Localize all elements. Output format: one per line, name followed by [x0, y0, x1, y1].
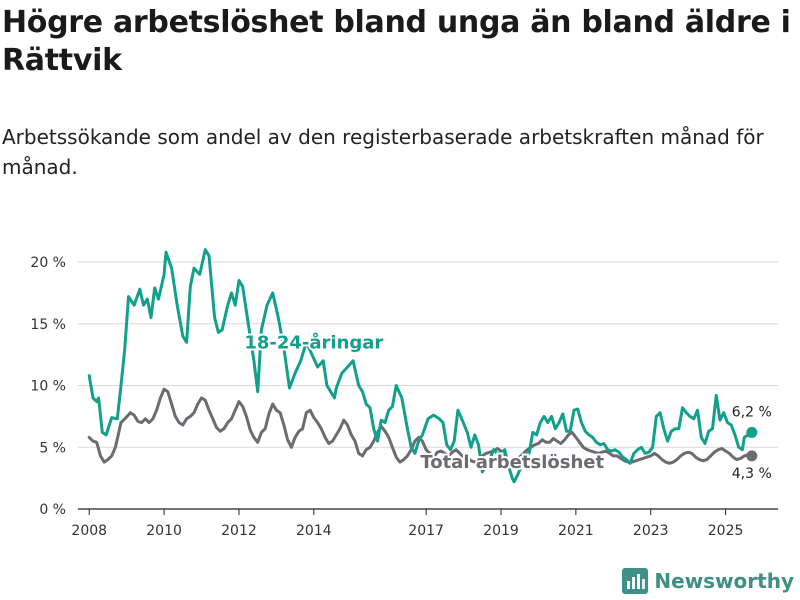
chart-subtitle: Arbetssökande som andel av den registerb… [2, 125, 764, 179]
y-tick-label: 15 % [30, 317, 66, 333]
series-labels: 6,2 % 4,3 % 18-24-åringar Total arbetslöshe… [242, 329, 772, 482]
total-series-label: Total arbetslöshet [420, 452, 604, 473]
x-tick-label: 2014 [296, 523, 332, 539]
x-tick-label: 2023 [633, 523, 669, 539]
youth-series-label: 18-24-åringar [244, 331, 383, 353]
brand-logo[interactable]: Newsworthy [622, 568, 794, 594]
youth-end-dot [746, 426, 758, 438]
x-tick-label: 2008 [71, 523, 107, 539]
x-tick-label: 2012 [221, 523, 257, 539]
series-lines [87, 248, 754, 484]
bar-chart-logo-icon [622, 568, 649, 594]
y-axis-ticks: 0 % 5 % 10 % 15 % 20 % [30, 255, 66, 518]
youth-end-label: 6,2 % [732, 404, 772, 420]
total-end-label: 4,3 % [732, 466, 772, 482]
x-tick-label: 2021 [558, 523, 594, 539]
y-tick-label: 10 % [30, 379, 66, 395]
x-tick-label: 2025 [708, 523, 744, 539]
x-tick-label: 2019 [483, 523, 519, 539]
y-tick-label: 0 % [39, 502, 66, 518]
youth-series-line [87, 248, 754, 484]
x-tick-label: 2017 [408, 523, 444, 539]
y-tick-label: 20 % [30, 255, 66, 271]
x-tick-label: 2010 [146, 523, 182, 539]
brand-name: Newsworthy [654, 569, 794, 593]
y-tick-label: 5 % [39, 440, 66, 456]
y-gridlines [78, 261, 778, 448]
total-series-line [87, 387, 754, 465]
chart-title: Högre arbetslöshet bland unga än bland ä… [2, 5, 791, 78]
x-axis: 2008 2010 2012 2014 2017 2019 2021 2023 2025 [71, 508, 778, 539]
total-end-dot [746, 450, 758, 462]
